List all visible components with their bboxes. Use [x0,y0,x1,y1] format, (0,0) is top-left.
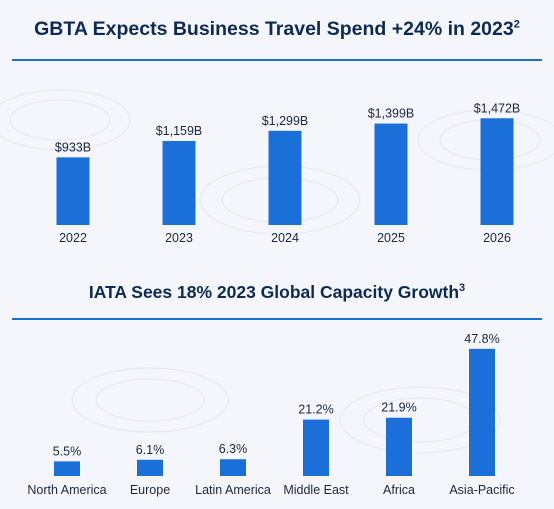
category-label-1: 2023 [165,231,193,245]
gbta-title-rule [12,59,542,61]
category-label-2: 2024 [271,231,299,245]
gbta-footnote-marker: 2 [513,18,520,31]
data-label-4: 21.9% [381,401,416,415]
iata-capacity-bar-chart: 5.5% North America 6.1% Europe 6.3% Latin Ame… [27,332,514,497]
bar-3 [303,419,329,476]
category-label-4: 2026 [483,231,511,245]
category-label-1: Europe [130,483,170,497]
category-label-3: 2025 [377,231,405,245]
iata-chart-title: IATA Sees 18% 2023 Global Capacity Growt… [0,282,554,303]
bar-2 [220,459,246,476]
bar-1 [162,140,196,225]
bar-4 [480,118,514,225]
gbta-chart-title: GBTA Expects Business Travel Spend +24% … [0,18,554,41]
category-label-3: Middle East [283,483,349,497]
data-label-3: $1,399B [368,107,415,121]
data-label-2: $1,299B [262,114,309,128]
data-label-5: 47.8% [464,332,499,346]
category-label-2: Latin America [195,483,271,497]
data-label-1: $1,159B [156,124,203,138]
bar-0 [54,461,80,476]
iata-title-rule [12,318,542,320]
bar-1 [137,459,163,476]
data-label-3: 21.2% [298,403,333,417]
bar-5 [469,348,495,476]
gbta-title-text: GBTA Expects Business Travel Spend +24% … [34,18,514,40]
data-label-1: 6.1% [136,443,165,457]
category-label-5: Asia-Pacific [449,483,514,497]
iata-footnote-marker: 3 [459,282,466,295]
category-label-0: 2022 [59,231,87,245]
category-label-4: Africa [383,483,415,497]
bar-0 [56,157,90,225]
iata-title-text: IATA Sees 18% 2023 Global Capacity Growt… [88,282,460,302]
data-label-2: 6.3% [219,442,248,456]
data-label-0: 5.5% [53,444,82,458]
bar-4 [386,417,412,476]
data-label-0: $933B [55,140,91,154]
bar-3 [374,123,408,225]
bar-2 [268,130,302,225]
data-label-4: $1,472B [474,101,521,115]
gbta-spend-bar-chart: $933B 2022 $1,159B 2023 $1,299B 2024 $1,399B 20… [55,101,521,245]
category-label-0: North America [27,483,106,497]
